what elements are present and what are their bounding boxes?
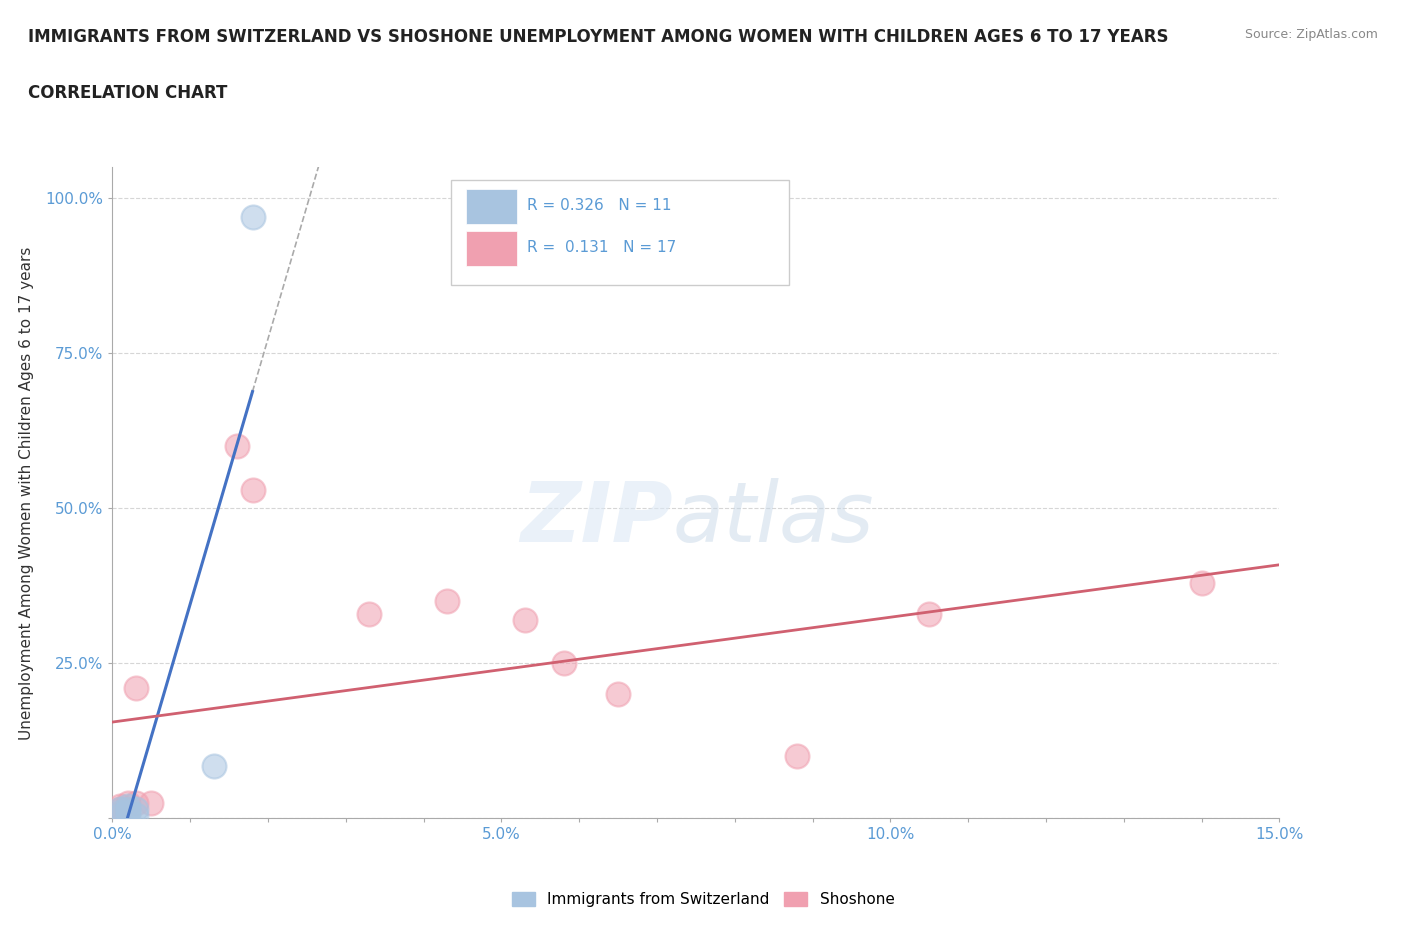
- Point: [226, 439, 249, 454]
- Point: [513, 613, 536, 628]
- Point: [110, 799, 132, 814]
- Point: [117, 799, 139, 814]
- Point: [242, 483, 264, 498]
- Y-axis label: Unemployment Among Women with Children Ages 6 to 17 years: Unemployment Among Women with Children A…: [20, 246, 34, 739]
- Text: Source: ZipAtlas.com: Source: ZipAtlas.com: [1244, 28, 1378, 41]
- Point: [125, 795, 148, 810]
- Text: IMMIGRANTS FROM SWITZERLAND VS SHOSHONE UNEMPLOYMENT AMONG WOMEN WITH CHILDREN A: IMMIGRANTS FROM SWITZERLAND VS SHOSHONE …: [28, 28, 1168, 46]
- Point: [141, 795, 163, 810]
- Point: [110, 802, 132, 817]
- Point: [1191, 576, 1213, 591]
- Point: [117, 804, 139, 819]
- Point: [117, 795, 139, 810]
- Point: [359, 606, 381, 621]
- Point: [553, 656, 575, 671]
- Point: [125, 808, 148, 823]
- FancyBboxPatch shape: [451, 180, 789, 285]
- Point: [117, 808, 139, 823]
- Text: CORRELATION CHART: CORRELATION CHART: [28, 84, 228, 101]
- Point: [125, 681, 148, 696]
- Text: R =  0.131   N = 17: R = 0.131 N = 17: [527, 240, 676, 255]
- FancyBboxPatch shape: [465, 232, 517, 266]
- Point: [607, 687, 630, 702]
- Point: [202, 758, 225, 773]
- FancyBboxPatch shape: [465, 189, 517, 224]
- Text: R = 0.326   N = 11: R = 0.326 N = 11: [527, 198, 671, 213]
- Point: [242, 209, 264, 224]
- Point: [110, 804, 132, 819]
- Point: [786, 749, 808, 764]
- Point: [436, 594, 458, 609]
- Text: atlas: atlas: [672, 478, 875, 560]
- Point: [117, 802, 139, 817]
- Point: [110, 802, 132, 817]
- Point: [125, 802, 148, 817]
- Point: [918, 606, 941, 621]
- Point: [105, 808, 128, 823]
- Legend: Immigrants from Switzerland, Shoshone: Immigrants from Switzerland, Shoshone: [506, 885, 900, 913]
- Text: ZIP: ZIP: [520, 478, 672, 560]
- Point: [110, 808, 132, 823]
